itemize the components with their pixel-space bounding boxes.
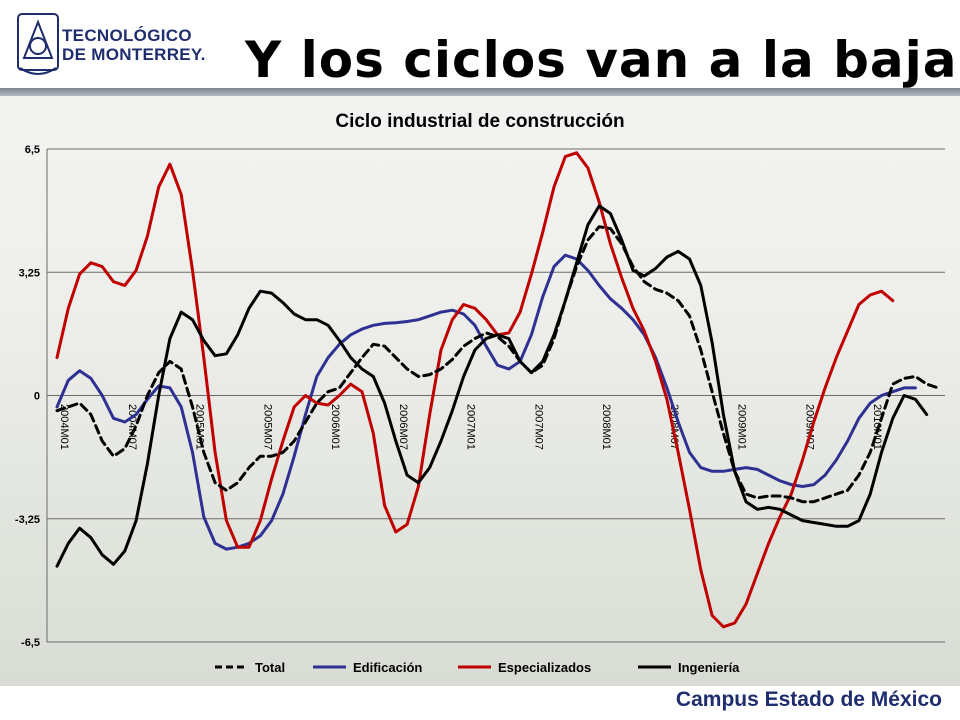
chart-title: Ciclo industrial de construcción	[335, 111, 624, 132]
header-divider	[0, 88, 960, 96]
series-total-line	[55, 225, 940, 504]
logo-line2: DE MONTERREY.	[62, 45, 206, 64]
y-tick-label: -6,5	[21, 637, 40, 649]
series-especializados-line	[55, 151, 895, 629]
logo-line1: TECNOLÓGICO	[62, 26, 192, 45]
campus-label: Campus Estado de México	[675, 688, 942, 711]
x-tick-label: 2007M07	[532, 404, 544, 450]
x-tick-label: 2004M01	[58, 404, 70, 450]
series-edificacion-line	[55, 253, 917, 551]
y-tick-label: 3,25	[19, 267, 40, 279]
legend-total-label: Total	[255, 660, 285, 675]
y-tick-label: 0	[34, 391, 40, 403]
slide-title: Y los ciclos van a la baja	[245, 31, 958, 89]
x-tick-label: 2008M01	[600, 404, 612, 450]
legend-edificacion-label: Edificación	[353, 660, 422, 675]
x-tick-label: 2005M07	[261, 404, 273, 450]
tec-logo	[17, 13, 59, 75]
line-chart: Ciclo industrial de construcción 6,5 3,25 0…	[15, 111, 945, 675]
logo-text: TECNOLÓGICO DE MONTERREY.	[62, 26, 206, 64]
slide-footer: Campus Estado de México	[0, 686, 960, 720]
x-tick-label: 2006M01	[329, 404, 341, 450]
y-tick-label: -3,25	[15, 514, 40, 526]
legend-especializados-label: Especializados	[498, 660, 591, 675]
x-tick-label: 2006M07	[397, 404, 409, 450]
slide-header: TECNOLÓGICO DE MONTERREY. Y los ciclos v…	[0, 0, 960, 96]
x-tick-label: 2005M01	[194, 404, 206, 450]
legend-ingenieria-label: Ingeniería	[678, 660, 740, 675]
x-tick-label: 2007M01	[465, 404, 477, 450]
x-tick-label: 2009M01	[736, 404, 748, 450]
x-tick-label: 2009M07	[803, 404, 815, 450]
series-ingenieria-line	[55, 204, 929, 568]
y-tick-label: 6,5	[25, 144, 40, 156]
tec-seal-icon	[17, 13, 59, 75]
